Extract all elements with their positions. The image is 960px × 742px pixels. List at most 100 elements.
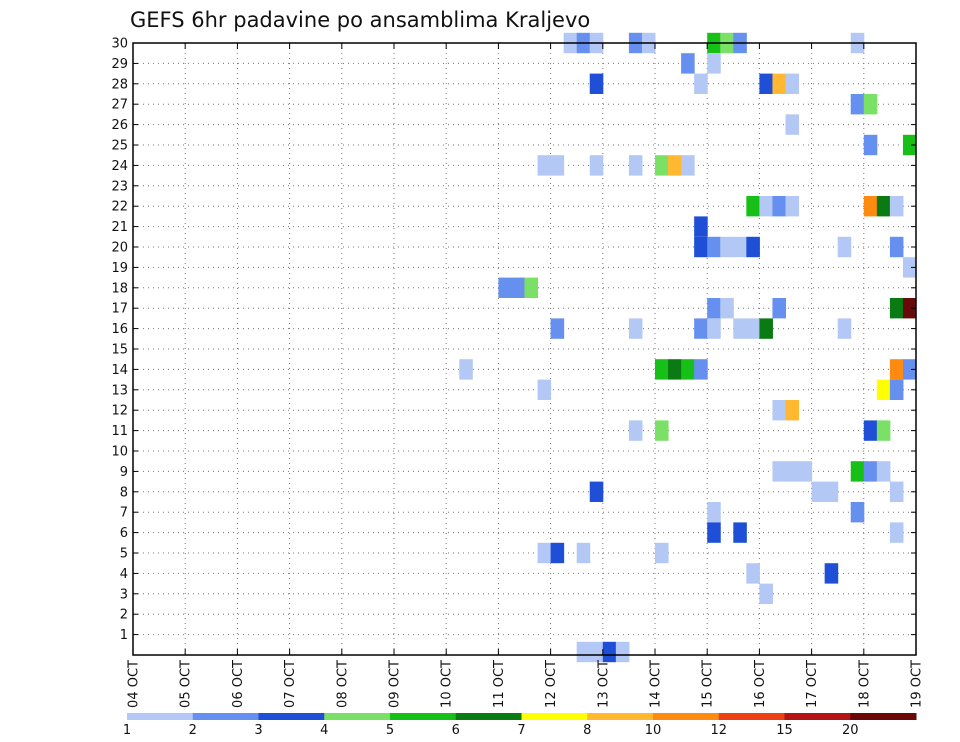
data-cell [681,155,695,176]
data-cell [720,298,734,319]
x-tick-label: 16 OCT [753,660,768,708]
data-cell [759,196,773,217]
data-cell [733,318,747,339]
data-cell [876,196,891,217]
data-cell [889,359,904,380]
data-cell [681,53,695,74]
data-cell [785,196,800,217]
colorbar-swatch [127,713,194,720]
y-tick-label: 11 [111,424,128,439]
data-cell [863,196,878,217]
x-tick-label: 08 OCT [335,660,350,708]
y-tick-label: 14 [111,363,128,378]
data-cell [733,236,747,258]
data-cell [694,359,708,380]
data-cell [889,236,904,258]
data-cell [550,542,565,564]
y-tick-label: 20 [111,241,128,256]
colorbar-label: 5 [386,723,394,738]
data-cell [589,481,604,502]
data-cell [824,563,839,584]
x-tick-label: 12 OCT [544,660,559,708]
x-tick-label: 04 OCT [127,660,142,708]
data-cell [707,236,721,258]
data-cell [550,155,565,176]
data-cell [902,134,917,156]
data-cell [889,379,904,400]
x-tick-label: 17 OCT [805,660,820,708]
data-cell [537,542,552,564]
colorbar-label: 10 [645,723,662,738]
data-cell [589,73,604,94]
data-cell [889,522,904,543]
data-cell [628,318,643,339]
data-cell [655,359,669,380]
y-tick-label: 7 [120,506,128,521]
data-cell [863,461,878,482]
x-axis-ticks: 04 OCT 05 OCT 06 OCT 07 OCT 08 OCT 09 OCT 10 O… [127,43,925,708]
data-cell [694,73,708,94]
chart-title: GEFS 6hr padavine po ansamblima Kraljevo [130,8,590,32]
data-cell [850,94,865,115]
data-cell [694,216,708,237]
colorbar-swatch [455,713,522,720]
x-tick-label: 07 OCT [283,660,298,708]
data-cell [889,298,904,319]
y-tick-label: 21 [111,220,128,235]
colorbar-label: 1 [123,723,131,738]
colorbar-swatch [258,713,325,720]
y-tick-label: 24 [111,159,128,174]
x-tick-label: 09 OCT [388,660,403,708]
y-tick-label: 25 [111,139,128,154]
y-tick-label: 3 [120,587,128,602]
data-cell [668,359,682,380]
data-cell [772,298,786,319]
y-tick-label: 27 [111,98,128,113]
x-tick-label: 11 OCT [492,660,507,708]
data-cell [785,73,800,94]
data-cell [459,359,473,380]
colorbar-label: 8 [583,723,591,738]
y-tick-label: 22 [111,200,128,215]
y-tick-label: 8 [120,485,128,500]
data-cell [707,502,721,523]
data-cell [746,563,760,584]
colorbar-label: 15 [776,723,793,738]
colorbar-label: 20 [842,723,859,738]
data-cell [772,196,786,217]
data-cell [902,257,917,278]
data-cell [550,318,565,339]
data-cell [524,277,539,298]
data-cell [850,502,865,523]
y-tick-label: 13 [111,383,128,398]
y-tick-label: 9 [120,465,128,480]
x-tick-label: 18 OCT [857,660,872,708]
data-cell [837,236,852,258]
y-tick-label: 19 [111,261,128,276]
data-cell [707,522,721,543]
x-tick-label: 19 OCT [910,660,925,708]
data-cell [589,155,604,176]
data-cell [902,298,917,319]
y-tick-label: 12 [111,404,128,419]
data-cell [746,236,760,258]
y-tick-label: 6 [120,526,128,541]
colorbar-label: 2 [189,723,197,738]
data-cell [863,134,878,156]
data-cell [850,461,865,482]
colorbar-label: 7 [517,723,525,738]
colorbar-swatch [653,713,720,720]
data-cell [876,461,891,482]
y-tick-label: 2 [120,608,128,623]
y-tick-label: 5 [120,547,128,562]
data-cell [655,420,669,441]
data-cell [576,542,591,564]
x-tick-label: 13 OCT [596,660,611,708]
data-cell [576,641,591,663]
data-cell [615,641,630,663]
data-cell [759,318,773,339]
y-tick-label: 1 [120,628,128,643]
y-tick-label: 16 [111,322,128,337]
data-cell [876,420,891,441]
y-tick-label: 29 [111,57,128,72]
